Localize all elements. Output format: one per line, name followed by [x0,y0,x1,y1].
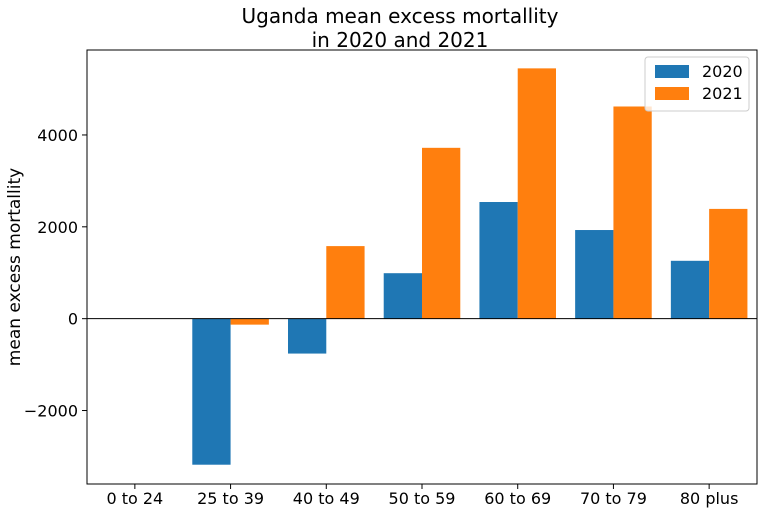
x-tick-label: 40 to 49 [293,489,360,508]
legend-label-2020: 2020 [702,62,743,81]
chart-title-line-2: in 2020 and 2021 [312,28,489,52]
bar-2020-80-plus [670,260,710,319]
legend-label-2021: 2021 [702,84,743,103]
y-tick-label: 2000 [37,218,78,237]
y-tick-label: 0 [68,310,78,329]
x-tick-label: 25 to 39 [197,489,264,508]
x-tick-label: 80 plus [680,489,739,508]
plot-area: −2000 0 2000 4000 0 to 24 25 to 39 40 to 49 50 … [24,49,758,508]
bar-2021-80-plus [709,208,748,319]
x-tick-label: 60 to 69 [484,489,551,508]
bar-2021-40-to-49 [326,246,365,319]
y-tick-label: 4000 [37,126,78,145]
bar-2021-70-to-79 [613,106,652,319]
bar-2021-60-to-69 [517,68,556,319]
bar-2020-60-to-69 [479,202,518,319]
x-tick-label: 70 to 79 [580,489,647,508]
bar-2020-50-to-59 [383,273,422,319]
bar-2021-25-to-39 [230,318,269,325]
bar-2020-40-to-49 [288,318,327,354]
x-tick-label: 50 to 59 [389,489,456,508]
legend-swatch-2021 [655,87,689,100]
y-tick-label: −2000 [24,402,78,421]
legend: 2020 2021 [644,56,750,112]
bar-2021-50-to-59 [422,147,461,319]
x-tick-label: 0 to 24 [106,489,163,508]
chart-title-line-1: Uganda mean excess mortallity [242,4,559,28]
y-axis-label: mean excess mortallity [5,168,25,366]
bar-2020-25-to-39 [192,318,231,465]
bar-2020-70-to-79 [575,230,614,319]
legend-swatch-2020 [655,65,689,78]
